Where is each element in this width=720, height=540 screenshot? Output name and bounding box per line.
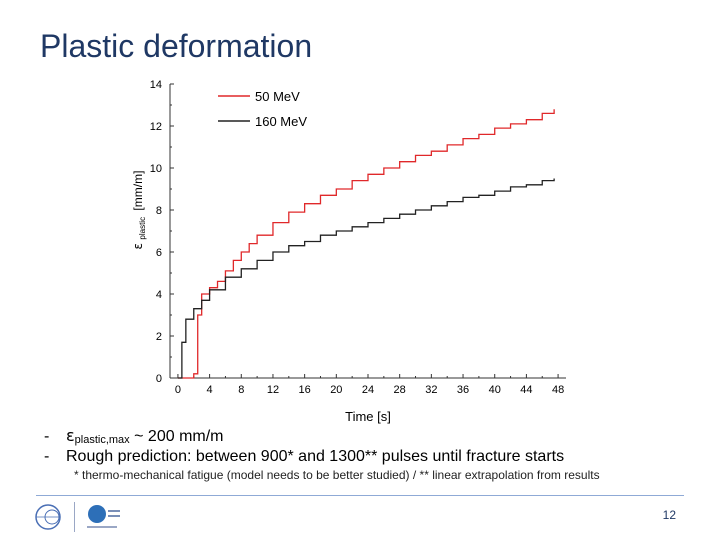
y-tick-label: 6 (156, 247, 162, 259)
y-axis-label: ε plastic [mm/m] (131, 171, 148, 250)
epsilon-symbol: ε (66, 426, 75, 445)
y-tick-label: 8 (156, 205, 162, 217)
x-tick-label: 32 (425, 384, 437, 396)
x-tick-label: 44 (520, 384, 532, 396)
footnote: * thermo-mechanical fatigue (model needs… (74, 468, 600, 482)
bullet-item: - εplastic,max ~ 200 mm/m (44, 426, 564, 448)
bullet-item: - Rough prediction: between 900* and 130… (44, 448, 564, 470)
x-tick-label: 28 (394, 384, 406, 396)
legend-label: 50 MeV (255, 89, 300, 104)
bullet-list: - εplastic,max ~ 200 mm/m - Rough predic… (44, 426, 564, 470)
footer-logos (30, 500, 123, 534)
y-axis-label-unit: [mm/m] (131, 171, 145, 211)
y-tick-label: 14 (150, 79, 162, 91)
bullet-dash: - (44, 428, 50, 445)
y-tick-label: 12 (150, 121, 162, 133)
bullet-text: Rough prediction: between 900* and 1300*… (66, 448, 565, 465)
x-axis-label: Time [s] (345, 409, 391, 424)
y-tick-label: 10 (150, 163, 162, 175)
chart-legend: 50 MeV 160 MeV (218, 89, 307, 129)
logo-separator (74, 502, 75, 532)
y-tick-label: 2 (156, 331, 162, 343)
x-tick-label: 4 (207, 384, 213, 396)
slide-title: Plastic deformation (40, 28, 313, 64)
en-department-logo-icon (87, 505, 120, 528)
x-tick-label: 48 (552, 384, 564, 396)
bullet-dash: - (44, 448, 50, 465)
cern-logo-icon (35, 504, 61, 530)
legend-label: 160 MeV (255, 114, 307, 129)
epsilon-subscript: plastic,max (74, 434, 130, 446)
epsilon-value: ~ 200 mm/m (129, 428, 224, 445)
series-line-160mev (177, 178, 555, 379)
x-tick-label: 40 (489, 384, 501, 396)
y-axis-label-sub: plastic (138, 217, 147, 240)
x-tick-label: 36 (457, 384, 469, 396)
bullet-text: εplastic,max ~ 200 mm/m (66, 426, 224, 446)
series-line-50mev (177, 109, 555, 379)
series-layer (177, 109, 555, 379)
x-tick-label: 20 (330, 384, 342, 396)
x-tick-label: 16 (299, 384, 311, 396)
y-tick-label: 4 (156, 289, 162, 301)
footer-divider (36, 495, 684, 496)
page-number: 12 (662, 508, 676, 522)
y-tick-label: 0 (156, 373, 162, 385)
x-tick-label: 12 (267, 384, 279, 396)
x-tick-label: 0 (175, 384, 181, 396)
x-tick-label: 24 (362, 384, 374, 396)
x-tick-label: 8 (238, 384, 244, 396)
y-axis-label-symbol: ε (131, 243, 145, 250)
